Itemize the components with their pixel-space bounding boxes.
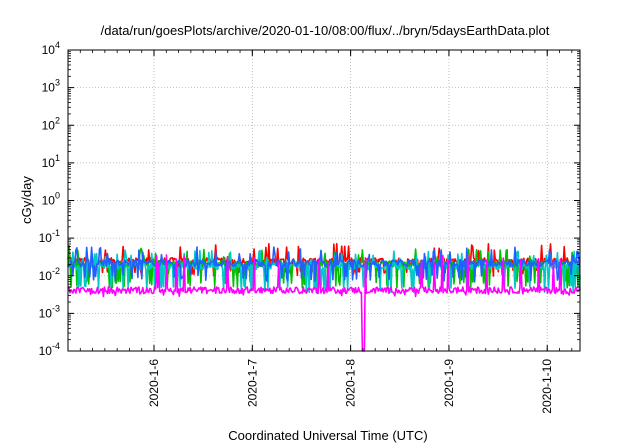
y-tick-label: 100 bbox=[42, 191, 60, 208]
series-group bbox=[67, 242, 581, 352]
series-line bbox=[67, 254, 581, 352]
y-tick-label: 10-4 bbox=[39, 341, 60, 358]
y-axis-label: cGy/day bbox=[19, 176, 34, 224]
x-tick-label: 2020-1-7 bbox=[245, 359, 259, 407]
x-axis-label: Coordinated Universal Time (UTC) bbox=[228, 428, 427, 443]
x-tick-label: 2020-1-8 bbox=[344, 359, 358, 407]
y-tick-label: 103 bbox=[42, 78, 60, 95]
x-tick-label: 2020-1-9 bbox=[442, 359, 456, 407]
y-tick-label: 104 bbox=[42, 40, 60, 57]
y-axis: 10-4 10-3 10-2 10-1 100 101 102 103 104 bbox=[39, 40, 580, 358]
x-tick-label: 2020-1-6 bbox=[147, 359, 161, 407]
y-tick-label: 10-3 bbox=[39, 303, 60, 320]
y-tick-label: 10-2 bbox=[39, 266, 60, 283]
chart-title: /data/run/goesPlots/archive/2020-01-10/0… bbox=[101, 23, 550, 38]
x-axis: 2020-1-6 2020-1-7 2020-1-8 2020-1-9 2020-1-1… bbox=[67, 50, 573, 414]
series-line bbox=[67, 246, 581, 282]
y-tick-label: 102 bbox=[42, 115, 60, 132]
x-tick-label: 2020-1-10 bbox=[540, 359, 554, 414]
grid bbox=[68, 49, 580, 352]
y-tick-label: 101 bbox=[42, 153, 60, 170]
y-tick-label: 10-1 bbox=[39, 228, 60, 245]
